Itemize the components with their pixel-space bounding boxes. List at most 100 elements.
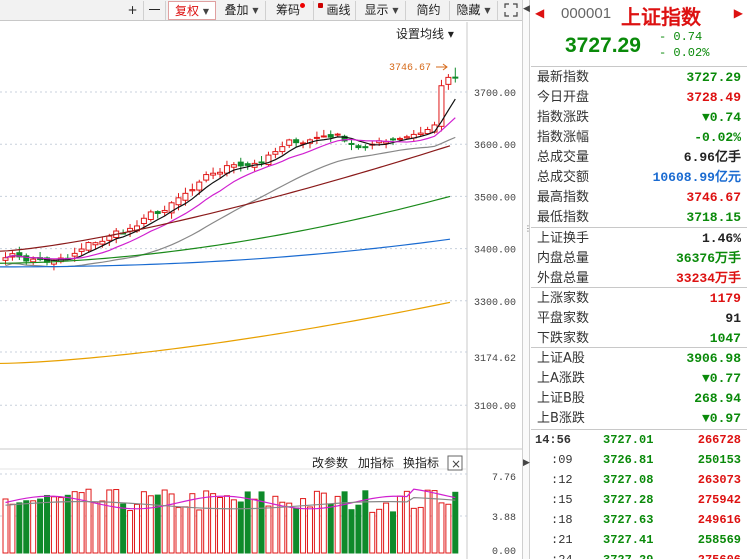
price-change: - 0.74 — [659, 30, 703, 44]
volume-bar — [175, 507, 182, 554]
candle-body — [272, 151, 279, 155]
candle-body — [210, 172, 217, 176]
volume-bar — [161, 489, 168, 554]
volume-tick-label: 7.76 — [492, 473, 516, 484]
candle-body — [417, 132, 424, 136]
kline-chart-area[interactable]: 3700.00 3600.00 3500.00 3400.00 3300.00 3174.… — [0, 22, 522, 559]
stat-value: 3746.67 — [686, 190, 741, 205]
set-ma-button[interactable]: 设置均线 ▾ — [396, 27, 454, 41]
volume-bar — [127, 510, 134, 554]
volume-bar — [390, 511, 397, 554]
fuquan-label: 复权 — [175, 4, 200, 18]
stat-label: 上A涨跌 — [537, 371, 585, 386]
collapse-right-icon[interactable]: ▶ — [523, 458, 530, 468]
panel-splitter[interactable]: ◀ ⋮ ▶ — [522, 0, 532, 559]
candle-body — [362, 146, 369, 149]
close-indicator-button[interactable] — [447, 455, 463, 471]
stat-label: 下跌家数 — [537, 331, 590, 346]
high-price-label: 3746.67 — [389, 63, 431, 74]
kline-chart-svg[interactable]: 3700.00 3600.00 3500.00 3400.00 3300.00 3174.… — [0, 22, 522, 559]
expand-button[interactable] — [500, 1, 522, 20]
stat-value: 3718.15 — [686, 210, 741, 225]
volume-bar — [403, 490, 410, 554]
volume-bar — [334, 495, 341, 554]
draw-line-button[interactable]: 画线 — [314, 1, 356, 20]
candle-body — [258, 161, 265, 164]
stat-row: 上B涨跌 ▼0.97 — [537, 409, 743, 429]
ma10-line — [5, 117, 456, 260]
add-indicator-button[interactable]: 加指标 — [358, 455, 394, 470]
volume-bar — [92, 501, 99, 554]
tick-volume: 266728 — [697, 433, 741, 447]
chip-button[interactable]: 筹码 — [268, 1, 314, 20]
y-tick-label: 3600.00 — [474, 141, 516, 152]
overlay-dropdown[interactable]: 叠加 ▼ — [218, 1, 266, 20]
stat-value: 1047 — [709, 331, 741, 346]
switch-indicator-button[interactable]: 换指标 — [403, 455, 439, 470]
ma120-line — [0, 238, 451, 268]
stat-row: 最高指数 3746.67 — [537, 188, 743, 208]
volume-bar — [306, 506, 313, 554]
stat-row: 最新指数 3727.29 — [537, 68, 743, 88]
volume-bar — [431, 490, 438, 554]
tick-row: 14:56 3727.01 266728 — [531, 431, 747, 450]
stat-value: 3728.49 — [686, 90, 741, 105]
stat-value: ▼0.77 — [701, 371, 741, 386]
stat-value: 10608.99亿元 — [652, 170, 741, 185]
y-tick-label: 3100.00 — [474, 402, 516, 413]
volume-bar — [258, 491, 265, 554]
candle-body — [327, 134, 334, 138]
zoom-out-button[interactable]: 一 — [144, 1, 166, 20]
next-arrow-icon[interactable]: ▶ — [733, 6, 743, 20]
change-params-button[interactable]: 改参数 — [312, 455, 348, 470]
candle-body — [313, 136, 320, 139]
candle-body — [341, 135, 348, 142]
candle-body — [390, 138, 397, 141]
stat-row: 上证换手 1.46% — [537, 229, 743, 249]
candle-body — [85, 242, 92, 251]
prev-arrow-icon[interactable]: ◀ — [535, 6, 545, 20]
volume-bar — [223, 495, 230, 554]
fuquan-dropdown[interactable]: 复权 ▼ — [168, 1, 216, 20]
stat-label: 指数涨幅 — [537, 130, 590, 145]
hide-dropdown[interactable]: 隐藏 ▼ — [450, 1, 498, 20]
volume-bar — [113, 489, 120, 554]
volume-bar — [120, 503, 127, 554]
candle-body — [237, 161, 244, 167]
simple-button[interactable]: 简约 — [408, 1, 450, 20]
volume-bar — [78, 492, 85, 554]
candle-body — [161, 209, 168, 213]
dropdown-arrow-icon: ▼ — [392, 6, 399, 15]
tick-row: :15 3727.28 275942 — [531, 491, 747, 510]
tick-row: :09 3726.81 250153 — [531, 451, 747, 470]
volume-bar — [438, 502, 445, 554]
volume-bar — [106, 489, 113, 554]
stat-label: 最低指数 — [537, 210, 590, 225]
candle-body — [334, 133, 341, 136]
stat-row: 最低指数 3718.15 — [537, 208, 743, 228]
volume-bar — [376, 508, 383, 554]
drag-handle-icon[interactable]: ⋮ — [524, 224, 532, 233]
tick-price: 3727.01 — [603, 433, 654, 447]
stat-value: 33234万手 — [675, 271, 741, 286]
collapse-left-icon[interactable]: ◀ — [523, 4, 530, 14]
volume-bar — [168, 493, 175, 554]
candle-body — [140, 217, 147, 225]
volume-bar — [23, 500, 30, 554]
stat-label: 内盘总量 — [537, 251, 590, 266]
candle-body — [168, 202, 175, 214]
stat-row: 今日开盘 3728.49 — [537, 88, 743, 108]
volume-bar — [64, 494, 71, 554]
close-icon: × — [451, 457, 461, 471]
last-price: 3727.29 — [565, 34, 641, 57]
zoom-in-button[interactable]: + — [122, 1, 144, 20]
chip-label: 筹码 — [275, 3, 300, 17]
candle-body — [196, 181, 203, 191]
candle-body — [182, 192, 189, 201]
display-dropdown[interactable]: 显示 ▼ — [358, 1, 406, 20]
volume-bar — [286, 502, 293, 554]
divider — [531, 227, 747, 228]
y-tick-label: 3700.00 — [474, 89, 516, 100]
stat-label: 总成交额 — [537, 170, 590, 185]
tick-price: 3726.81 — [603, 453, 654, 467]
